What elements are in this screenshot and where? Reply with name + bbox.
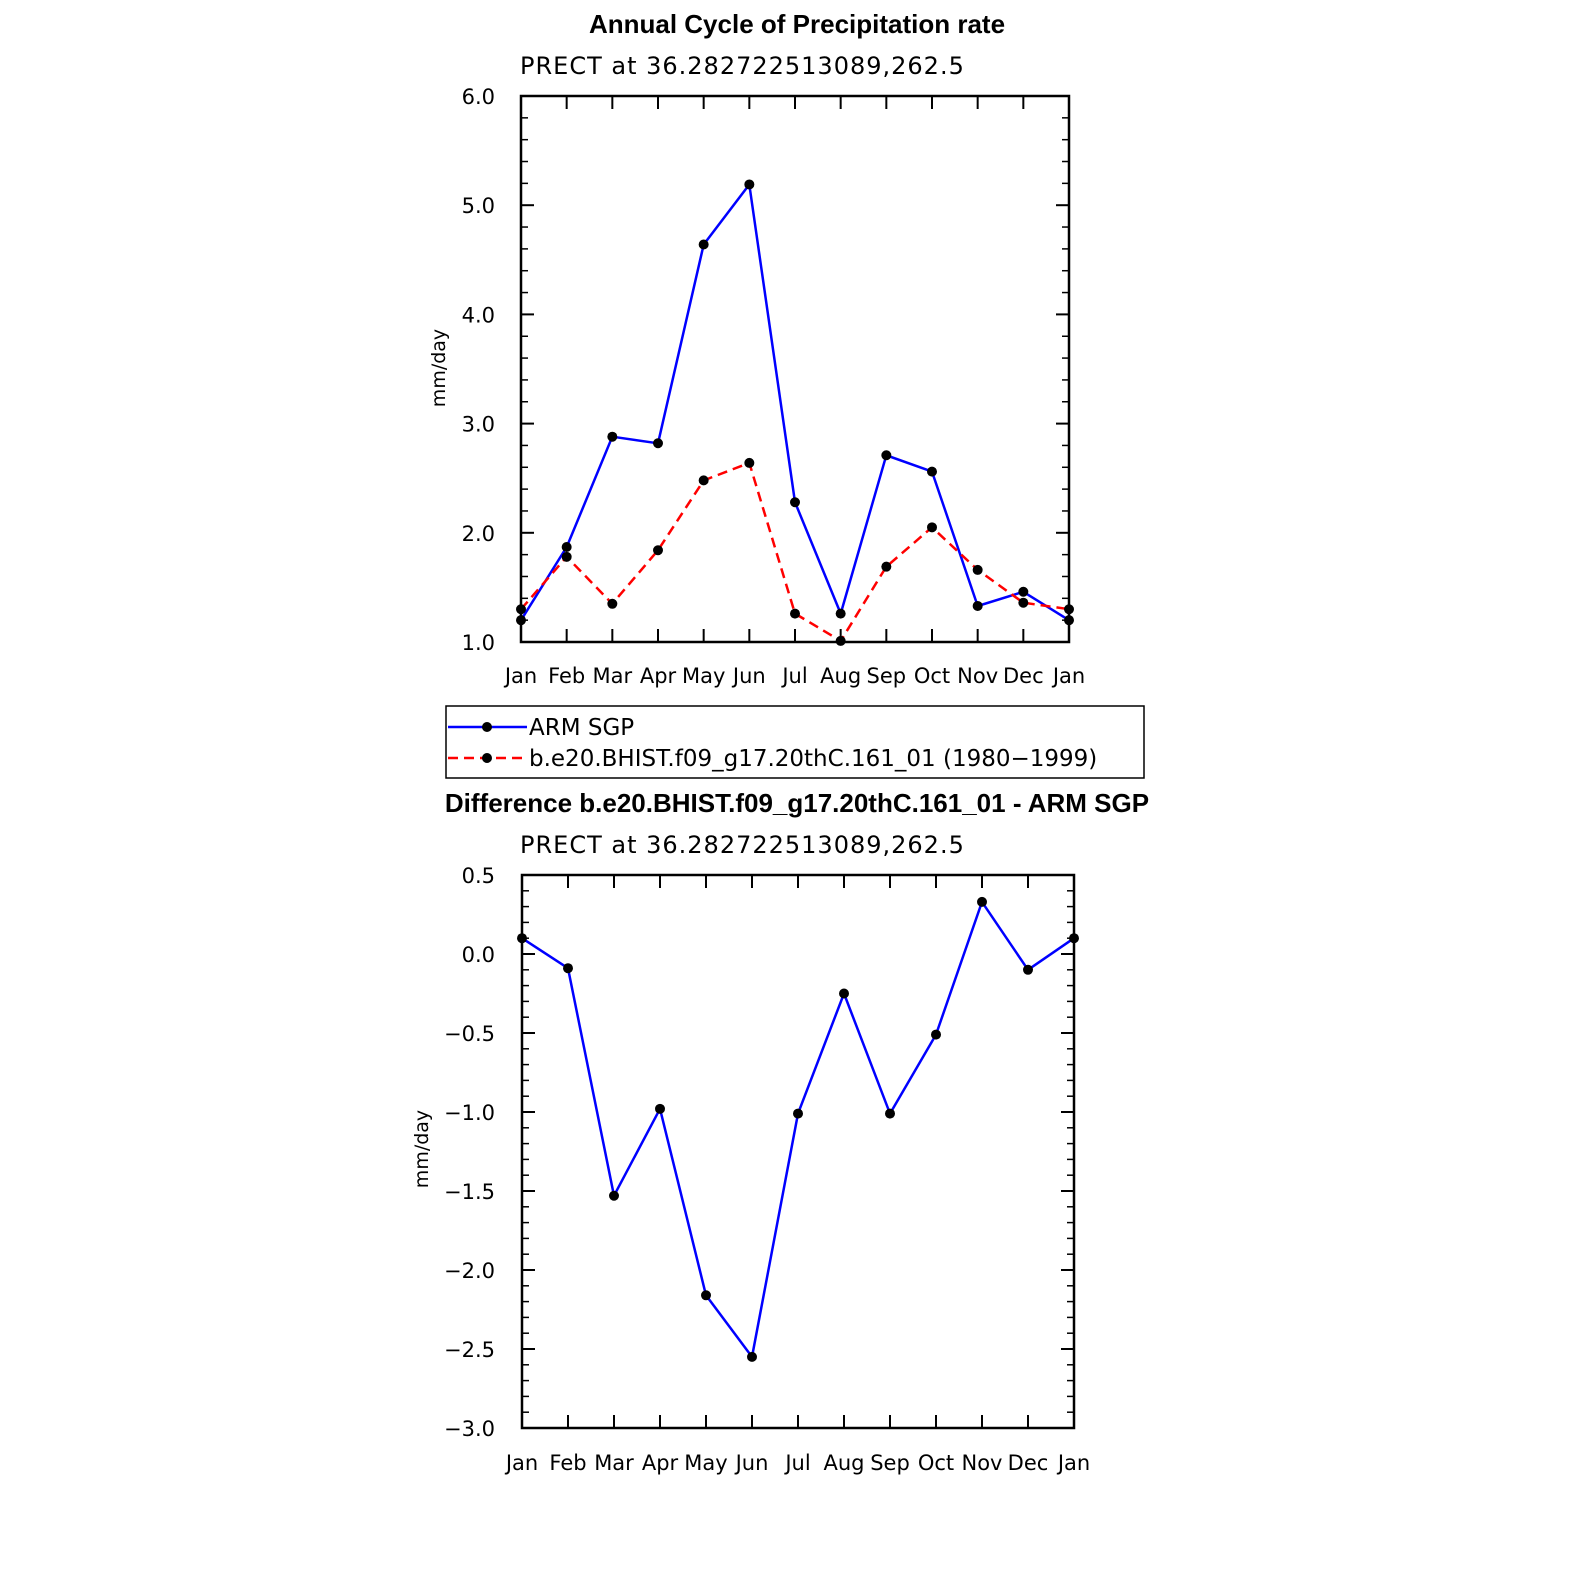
- data-point-0-4: [698, 239, 709, 250]
- x-tick-label: Dec: [1008, 1451, 1049, 1475]
- y-tick-label: 1.0: [462, 631, 495, 655]
- data-point-1-2: [607, 598, 618, 609]
- y-tick-label: 6.0: [462, 85, 495, 109]
- data-point-1-11: [1018, 597, 1029, 608]
- precip-difference-chart: Difference b.e20.BHIST.f09_g17.20thC.161…: [411, 788, 1149, 1475]
- x-tick-label: Sep: [870, 1451, 910, 1475]
- x-tick-label: May: [682, 664, 725, 688]
- y-tick-label: 4.0: [462, 303, 495, 327]
- data-point-0-6: [793, 1108, 803, 1119]
- x-tick-label: Jul: [780, 664, 807, 688]
- legend-label-arm-sgp: ARM SGP: [529, 715, 634, 741]
- plot-frame: [520, 873, 1076, 1430]
- y-tick-label: −1.0: [444, 1101, 495, 1125]
- data-point-1-5: [744, 457, 755, 468]
- y-tick-label: 3.0: [462, 413, 495, 437]
- data-point-1-4: [698, 475, 709, 486]
- data-point-0-1: [561, 541, 572, 552]
- legend-label-model: b.e20.BHIST.f09_g17.20thC.161_01 (1980−1…: [529, 746, 1097, 772]
- y-axis-label: mm/day: [411, 1110, 433, 1188]
- data-point-1-9: [927, 522, 937, 533]
- series-line-0: [521, 900, 1075, 1359]
- data-point-1-1: [561, 551, 572, 562]
- data-point-0-1: [563, 963, 573, 974]
- data-point-0-4: [701, 1290, 711, 1301]
- y-axis-label: mm/day: [428, 329, 450, 407]
- plot-frame: [519, 94, 1071, 644]
- y-tick-label: 5.0: [462, 194, 495, 218]
- x-tick-label: Oct: [914, 664, 950, 688]
- data-point-0-3: [653, 438, 663, 449]
- data-point-1-8: [881, 561, 892, 572]
- x-tick-label: Jan: [1051, 664, 1085, 688]
- x-tick-label: Mar: [593, 664, 633, 688]
- axis-ticks: [520, 95, 1070, 643]
- series-layer: [517, 896, 1079, 1362]
- data-point-0-7: [835, 608, 846, 619]
- legend-marker-model: [482, 753, 492, 763]
- y-tick-label: −0.5: [444, 1022, 495, 1046]
- data-point-1-6: [790, 608, 800, 619]
- data-point-0-10: [972, 600, 983, 611]
- x-tick-labels: Jan Feb Mar Apr May Jun Jul Aug Sep Oct Nov Dec Jan: [504, 1451, 1090, 1475]
- x-tick-label: Jun: [734, 1451, 769, 1475]
- data-point-0-5: [747, 1351, 757, 1362]
- data-point-0-9: [931, 1029, 941, 1040]
- x-tick-label: Jul: [783, 1451, 810, 1475]
- legend-box: [445, 705, 1145, 779]
- y-tick-label: 0.5: [462, 864, 495, 888]
- precip-annual-cycle-chart: Annual Cycle of Precipitation rate PRECT…: [428, 9, 1085, 688]
- y-tick-label: −2.0: [444, 1259, 495, 1283]
- y-tick-label: 2.0: [462, 522, 495, 546]
- x-tick-label: Dec: [1003, 664, 1044, 688]
- data-point-0-10: [977, 896, 987, 907]
- data-point-0-8: [881, 450, 892, 461]
- series-layer: [516, 179, 1074, 646]
- x-tick-label: Oct: [918, 1451, 954, 1475]
- x-tick-label: Feb: [548, 664, 585, 688]
- x-tick-label: Aug: [823, 1451, 864, 1475]
- chart-subtitle: PRECT at 36.282722513089,262.5: [520, 52, 965, 80]
- y-tick-label: −3.0: [444, 1417, 495, 1441]
- y-tick-labels: 1.0 2.0 3.0 4.0 5.0 6.0: [462, 85, 495, 655]
- x-tick-labels: Jan Feb Mar Apr May Jun Jul Aug Sep Oct Nov Dec Jan: [503, 664, 1085, 688]
- x-tick-label: Jan: [1056, 1451, 1090, 1475]
- x-tick-label: Aug: [820, 664, 861, 688]
- data-point-0-3: [655, 1103, 665, 1114]
- x-tick-label: Mar: [594, 1451, 634, 1475]
- y-tick-labels: −3.0 −2.5 −2.0 −1.5 −1.0 −0.5 0.0 0.5: [444, 864, 495, 1441]
- data-point-0-11: [1018, 586, 1029, 597]
- x-tick-label: May: [684, 1451, 727, 1475]
- x-tick-label: Nov: [962, 1451, 1003, 1475]
- legend-marker-arm-sgp: [482, 722, 492, 732]
- series-line-0: [519, 183, 1070, 622]
- x-tick-label: Jun: [731, 664, 766, 688]
- chart-title: Annual Cycle of Precipitation rate: [589, 9, 1005, 39]
- x-tick-label: Feb: [549, 1451, 586, 1475]
- x-tick-label: Nov: [957, 664, 998, 688]
- data-point-1-3: [653, 545, 663, 556]
- data-point-0-9: [927, 466, 937, 477]
- x-tick-label: Apr: [642, 1451, 679, 1475]
- x-tick-label: Jan: [503, 664, 537, 688]
- data-point-0-2: [607, 431, 618, 442]
- data-point-0-7: [839, 988, 849, 999]
- chart-subtitle: PRECT at 36.282722513089,262.5: [520, 831, 965, 859]
- data-point-0-5: [744, 179, 755, 190]
- y-tick-label: −2.5: [444, 1338, 495, 1362]
- y-tick-label: 0.0: [462, 943, 495, 967]
- chart-title: Difference b.e20.BHIST.f09_g17.20thC.161…: [445, 788, 1149, 818]
- x-tick-label: Sep: [867, 664, 907, 688]
- data-point-0-2: [609, 1190, 619, 1201]
- x-tick-label: Jan: [504, 1451, 538, 1475]
- legend: ARM SGP b.e20.BHIST.f09_g17.20thC.161_01…: [445, 705, 1145, 779]
- data-point-1-10: [972, 564, 983, 575]
- data-point-0-6: [790, 497, 800, 508]
- y-tick-label: −1.5: [444, 1180, 495, 1204]
- x-tick-label: Apr: [640, 664, 677, 688]
- data-point-0-8: [885, 1108, 895, 1119]
- data-point-0-11: [1023, 964, 1033, 975]
